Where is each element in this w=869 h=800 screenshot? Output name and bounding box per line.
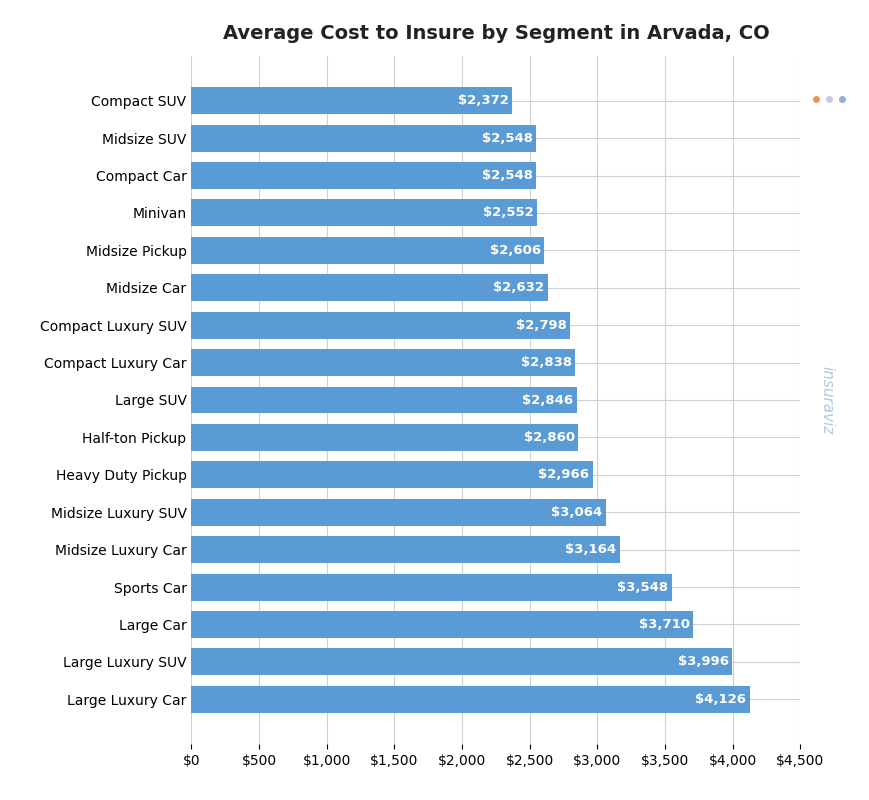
Text: $4,126: $4,126	[694, 693, 746, 706]
Text: $3,996: $3,996	[677, 655, 728, 668]
Title: Average Cost to Insure by Segment in Arvada, CO: Average Cost to Insure by Segment in Arv…	[222, 24, 768, 43]
Bar	[191, 536, 619, 563]
Text: $2,860: $2,860	[523, 431, 574, 444]
Bar	[191, 199, 536, 226]
Text: $2,966: $2,966	[538, 468, 588, 482]
Bar	[191, 349, 574, 376]
Bar	[191, 274, 547, 302]
Bar	[191, 498, 606, 526]
Text: $2,846: $2,846	[521, 394, 573, 406]
Text: $3,548: $3,548	[616, 581, 667, 594]
Bar	[191, 237, 543, 264]
Bar	[191, 162, 535, 189]
Text: $2,548: $2,548	[481, 132, 532, 145]
Bar	[191, 386, 576, 414]
Text: $2,372: $2,372	[458, 94, 508, 107]
Text: $2,838: $2,838	[521, 356, 572, 369]
Text: insuraviz: insuraviz	[818, 366, 833, 434]
Bar	[191, 648, 732, 675]
Bar	[191, 125, 535, 152]
Text: $3,710: $3,710	[639, 618, 689, 631]
Bar	[191, 686, 749, 713]
Text: $3,164: $3,164	[565, 543, 615, 556]
Text: $2,552: $2,552	[482, 206, 533, 219]
Bar	[191, 611, 693, 638]
Text: $2,632: $2,632	[493, 282, 544, 294]
Text: $3,064: $3,064	[551, 506, 602, 518]
Text: $2,606: $2,606	[489, 244, 540, 257]
Bar	[191, 87, 512, 114]
Bar	[191, 574, 671, 601]
Text: $2,798: $2,798	[515, 318, 566, 332]
Bar	[191, 462, 592, 488]
Bar	[191, 424, 578, 451]
Text: $2,548: $2,548	[481, 169, 532, 182]
Bar	[191, 312, 569, 338]
